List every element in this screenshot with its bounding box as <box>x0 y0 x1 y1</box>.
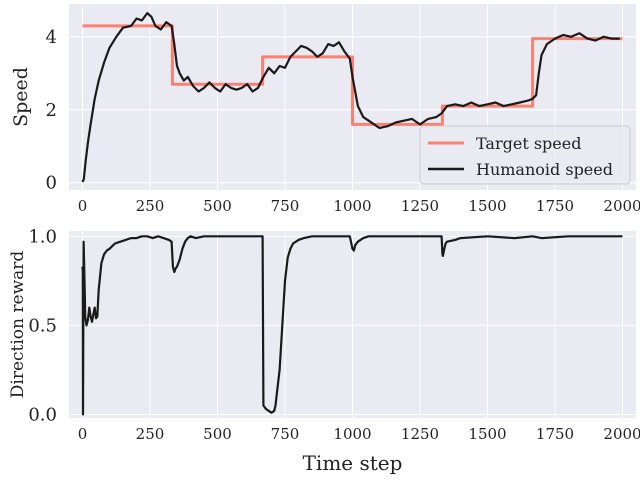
y-tick-label: 0 <box>46 173 57 194</box>
x-tick-label: 500 <box>203 197 232 215</box>
x-tick-label: 1500 <box>468 197 506 215</box>
x-tick-label: 1250 <box>401 425 439 443</box>
x-tick-label: 1500 <box>468 425 506 443</box>
y-axis-label: Speed <box>10 67 32 127</box>
y-tick-label: 0.0 <box>28 404 57 425</box>
x-tick-label: 1000 <box>333 425 371 443</box>
legend: Target speed Humanoid speed <box>419 125 631 185</box>
speed-panel: 0 250 500 750 1000 1250 1500 1750 2000 0 2 4 Speed Ta… <box>10 4 640 215</box>
x-tick-label: 1750 <box>536 197 574 215</box>
target-speed-line <box>82 24 623 126</box>
series-line <box>81 235 623 416</box>
y-axis-label: Direction reward <box>8 251 28 399</box>
legend-entry: Humanoid speed <box>476 160 613 179</box>
x-tick-label: 1750 <box>536 425 574 443</box>
y-tick-label: 2 <box>46 100 57 121</box>
x-tick-label: 750 <box>271 425 300 443</box>
x-tick-label: 250 <box>136 425 165 443</box>
x-tick-label: 2000 <box>603 425 640 443</box>
y-tick-label: 4 <box>46 27 57 48</box>
direction-reward-panel: 0 250 500 750 1000 1250 1500 1750 2000 0.0 0.5 1.0D… <box>8 226 640 475</box>
x-tick-label: 2000 <box>603 197 640 215</box>
y-tick-label: 1.0 <box>28 226 57 247</box>
humanoid-speed-line <box>81 12 620 183</box>
x-axis-label: Time step <box>303 451 403 475</box>
x-tick-label: 750 <box>271 197 300 215</box>
x-tick-label: 0 <box>78 425 88 443</box>
x-tick-label: 0 <box>78 197 88 215</box>
x-tick-label: 500 <box>203 425 232 443</box>
x-tick-label: 1250 <box>401 197 439 215</box>
y-tick-label: 0.5 <box>28 315 57 336</box>
x-tick-label: 1000 <box>333 197 371 215</box>
x-tick-label: 250 <box>136 197 165 215</box>
legend-box <box>419 125 631 185</box>
legend-entry: Target speed <box>476 134 581 153</box>
